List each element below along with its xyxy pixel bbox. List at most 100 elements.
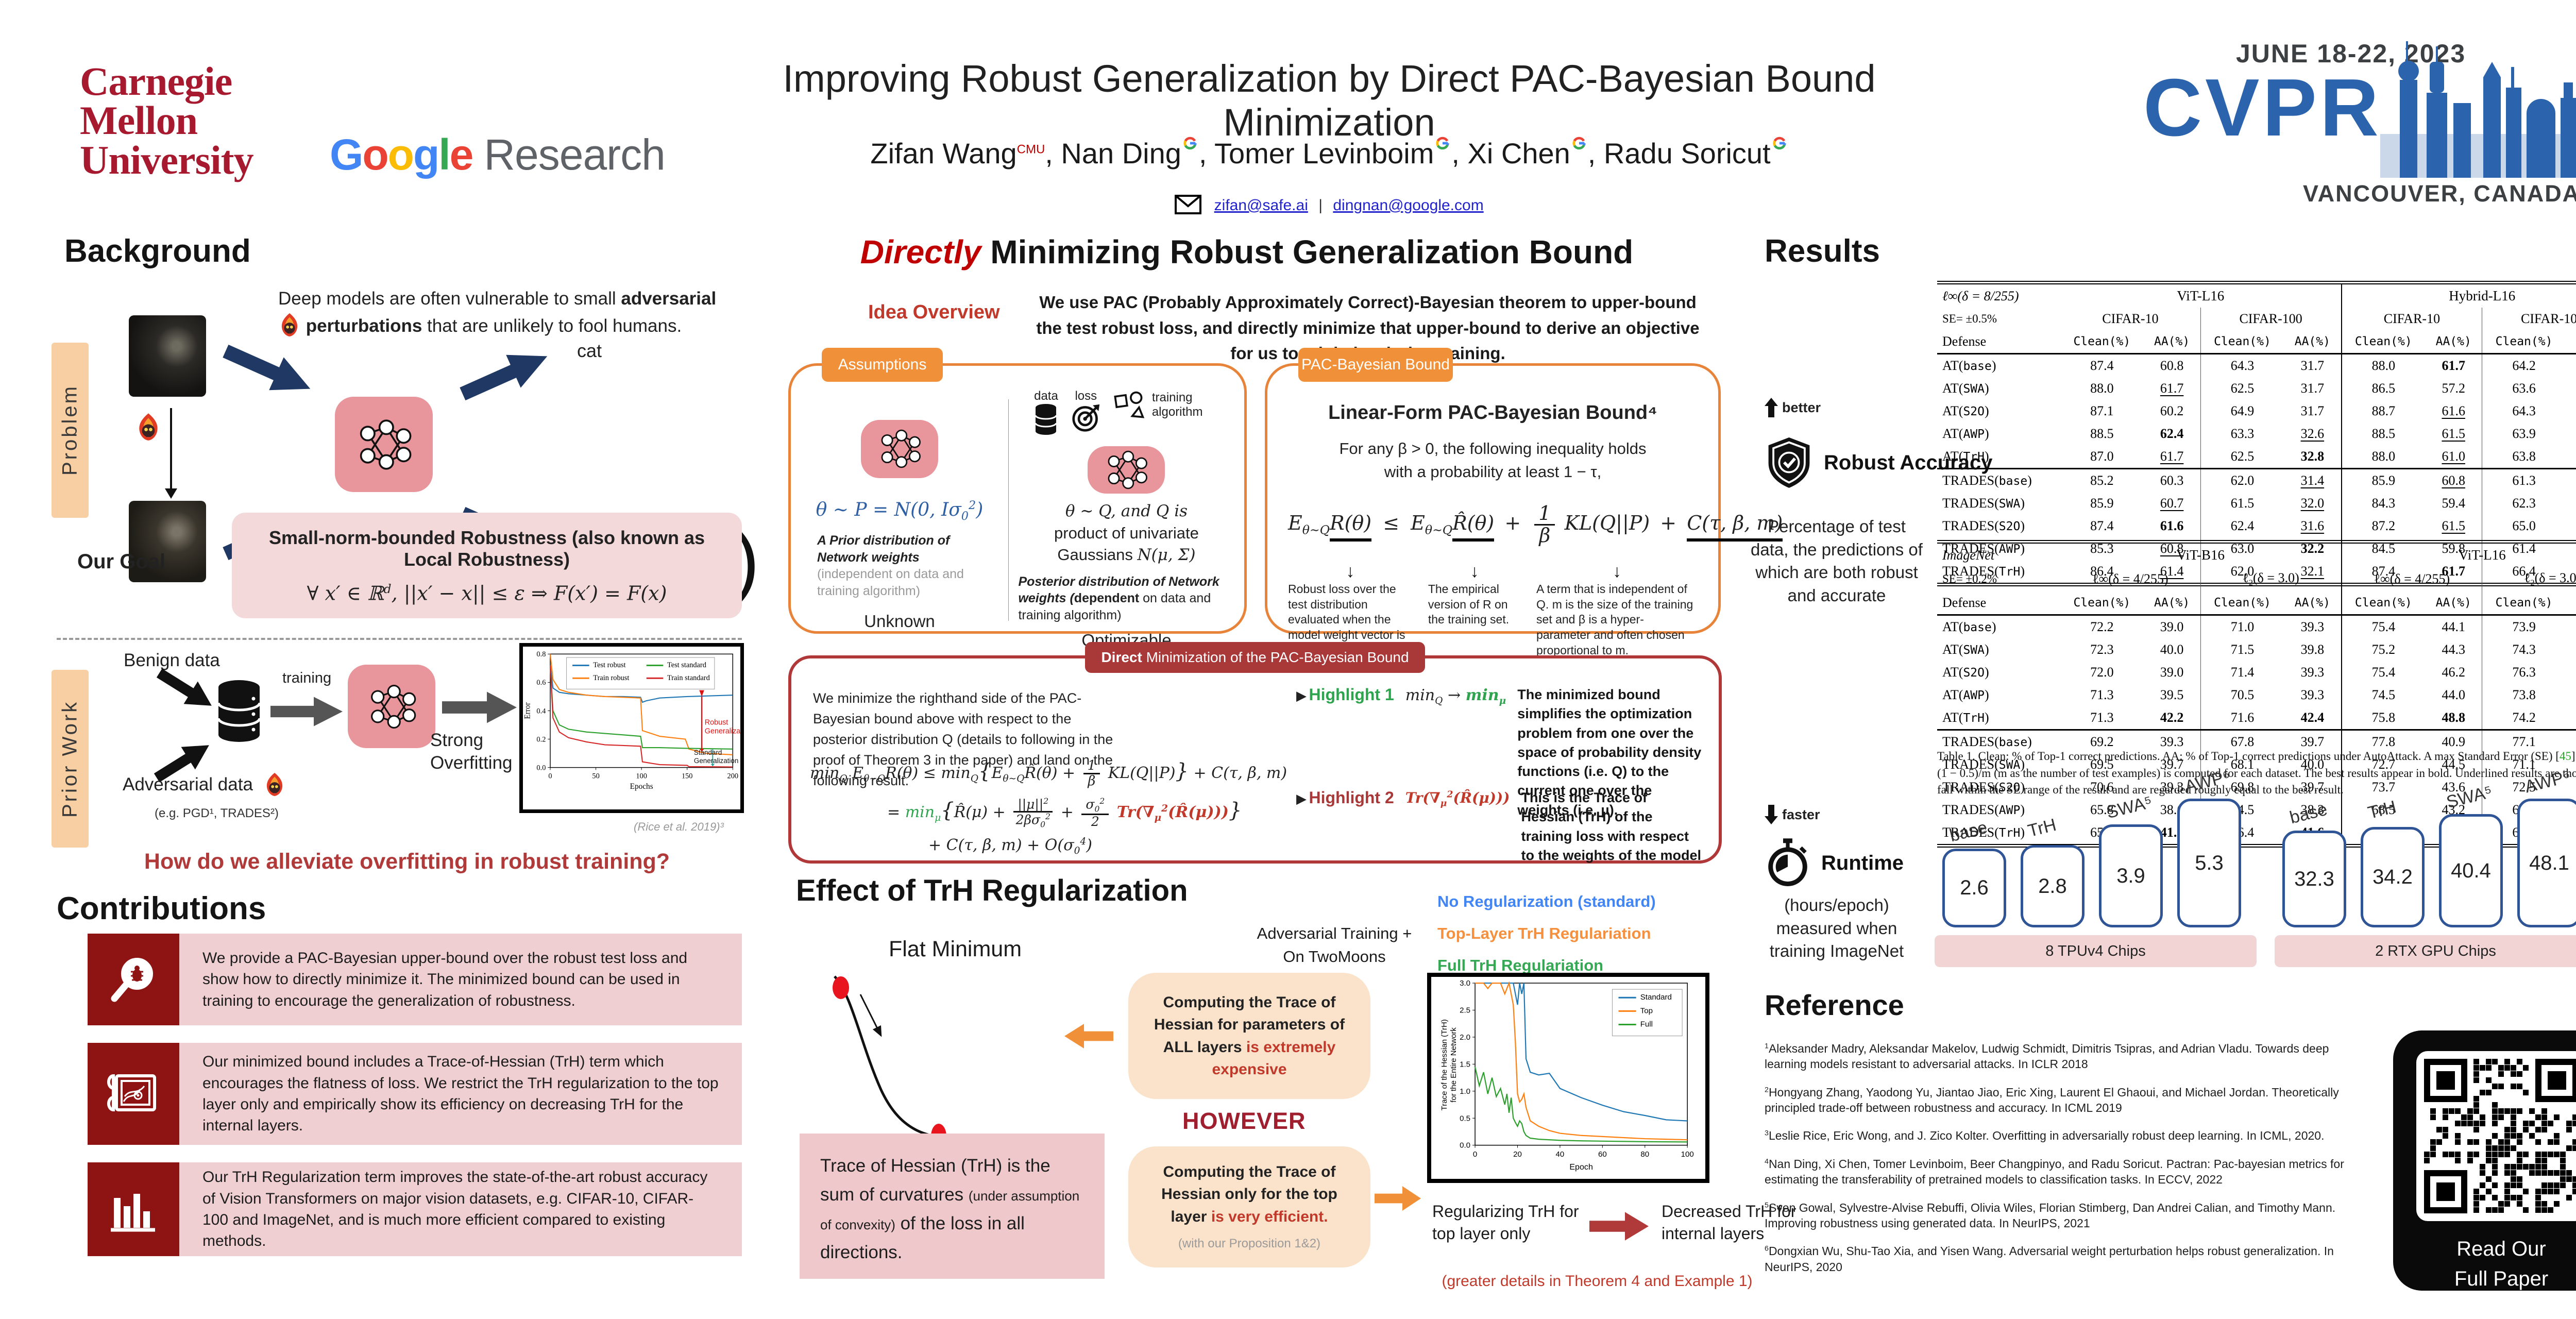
top-layer-box: Computing the Trace of Hessian only for … <box>1128 1146 1370 1267</box>
however-label: HOWEVER <box>1182 1108 1306 1134</box>
prior-methods-note: (e.g. PGD¹, TRADES²) <box>155 806 279 820</box>
email-separator: | <box>1318 197 1323 214</box>
qr-caption: Read Our Full Paper <box>2454 1238 2549 1290</box>
perturbed-cat-photo <box>129 501 206 582</box>
svg-text:0.4: 0.4 <box>536 707 546 715</box>
problem-tab: Problem <box>52 343 89 518</box>
flow-arrow <box>454 339 555 412</box>
svg-text:Train standard: Train standard <box>667 674 710 682</box>
direct-minimization-box: Direct Minimization of the PAC-Bayesian … <box>788 642 1722 864</box>
contributions-heading: Contributions <box>57 891 266 926</box>
table-row: AT(AWP)71.339.570.539.374.544.073.844.0 <box>1937 684 2576 707</box>
table-cell: 70.6 <box>2090 780 2114 795</box>
table-row: AT(TrH)71.342.271.642.475.848.874.247.0 <box>1937 706 2576 730</box>
right-arrow <box>1375 1186 1421 1211</box>
table-cell: 39.7 <box>2300 734 2325 750</box>
svg-text:60: 60 <box>1598 1150 1607 1159</box>
pac-annotation-3: ↓ A term that is independent of Q. m is t… <box>1536 561 1693 657</box>
table-cell: 72.0 <box>2090 665 2114 680</box>
pac-bound-box: PAC-Bayesian Bound Linear-Form PAC-Bayes… <box>1265 348 1783 657</box>
table-cell: 46.2 <box>2442 665 2465 680</box>
adversarial-training-label: Adversarial Training + On TwoMoons <box>1257 924 1412 966</box>
table-cell: 39.8 <box>2300 642 2325 657</box>
poster-title: Improving Robust Generalization by Direc… <box>783 57 1876 144</box>
perturb-arrow-head <box>165 488 177 499</box>
svg-text:Robust: Robust <box>705 718 728 726</box>
svg-text:Generalization Gap: Generalization Gap <box>705 728 740 736</box>
svg-text:Epoch: Epoch <box>1569 1162 1593 1172</box>
down-arrow-icon <box>1765 805 1778 824</box>
chip-label: 2 RTX GPU Chips <box>2275 935 2576 967</box>
svg-text:Trace of the Hessian (TrH): Trace of the Hessian (TrH) <box>1440 1019 1449 1110</box>
email-link-2[interactable]: dingnan@google.com <box>1333 197 1484 214</box>
runtime-bar: 32.3 <box>2282 831 2346 927</box>
better-indicator: better <box>1765 398 1821 417</box>
plot-citation: (Rice et al. 2019)³ <box>634 820 724 833</box>
table-cell: 71.1 <box>2482 753 2566 776</box>
highlight-1: ▶ Highlight 1 minQ → minμ The minimized … <box>1296 685 1702 818</box>
cvpr-logo: JUNE 18-22, 2023 CVPR VANCOUVER, CANADA <box>2133 31 2576 211</box>
posterior-formula: θ ∼ Q, and Q is product of univariate Ga… <box>1054 502 1199 564</box>
legend-entry: Full TrH Regulariation <box>1437 956 1604 974</box>
contribution-text: Our TrH Regularization term improves the… <box>179 1162 742 1256</box>
runtime-bar: 2.6 <box>1942 849 2006 927</box>
effect-heading: Effect of TrH Regularization <box>796 874 1188 907</box>
table-cell: 62.5 <box>2200 377 2284 400</box>
table-cell: 87.4 <box>2090 358 2114 373</box>
table-cell: 39.7 <box>2160 757 2184 772</box>
svg-text:Epochs: Epochs <box>630 782 653 791</box>
prior-status: Unknown <box>864 612 935 631</box>
author: Nan Ding <box>1061 137 1198 170</box>
bar-label: base <box>2287 799 2330 828</box>
qr-code <box>2416 1051 2576 1221</box>
table-cell: 64.2 <box>2482 353 2566 377</box>
table-cell: 75.2 <box>2341 638 2426 662</box>
svg-text:20: 20 <box>1513 1150 1522 1159</box>
table-cell: 39.5 <box>2160 687 2184 703</box>
table-cell: 32.6 <box>2300 426 2325 441</box>
table-cell: 31.7 <box>2300 358 2325 373</box>
table-cell: 88.7 <box>2341 400 2426 422</box>
svg-text:Test standard: Test standard <box>667 661 706 669</box>
runtime-bar: 48.1 <box>2517 799 2576 927</box>
table-cell: 63.0 <box>2200 537 2284 560</box>
table-cell: 71.5 <box>2200 638 2284 662</box>
results-heading: Results <box>1765 233 1880 269</box>
cat-label: cat <box>577 340 602 361</box>
table-cell: 87.1 <box>2090 403 2114 418</box>
cmu-logo: Carnegie Mellon University <box>80 61 368 180</box>
reference-item: 4Nan Ding, Xi Chen, Tomer Levinboim, Bee… <box>1765 1157 2344 1187</box>
table-cell: 69.8 <box>2200 776 2284 799</box>
author: Zifan WangCMU <box>870 137 1045 170</box>
blueprint-icon <box>88 1043 179 1145</box>
magnifier-bug-icon <box>88 934 179 1025</box>
svg-text:Train robust: Train robust <box>593 674 629 682</box>
table-cell: 88.0 <box>2341 445 2426 469</box>
table-cell: 62.4 <box>2200 515 2284 537</box>
svg-text:1.0: 1.0 <box>1460 1087 1470 1096</box>
svg-text:Generalization Gap: Generalization Gap <box>694 757 740 765</box>
table-row: TRADES(S2O)87.461.662.431.687.261.565.03… <box>1937 515 2576 537</box>
svg-text:100: 100 <box>636 772 647 781</box>
table-cell: 88.5 <box>2341 422 2426 445</box>
training-algorithm-icon: training algorithm <box>1114 389 1219 421</box>
table-cell: 40.0 <box>2160 642 2184 657</box>
table-cell: 75.4 <box>2341 661 2426 684</box>
table-cell: 71.4 <box>2200 661 2284 684</box>
table-cell: 61.5 <box>2442 518 2465 533</box>
table-row: AT(TrH)87.061.762.532.888.061.063.832.4 <box>1937 445 2576 469</box>
table-cell: 43.6 <box>2442 780 2465 795</box>
table-cell: 77.8 <box>2341 730 2426 754</box>
legend-entry: Top-Layer TrH Regulariation <box>1437 924 1651 942</box>
contribution-item: Our minimized bound includes a Trace-of-… <box>88 1043 742 1145</box>
email-link-1[interactable]: zifan@safe.ai <box>1214 197 1308 214</box>
table-cell: 72.7 <box>2341 753 2426 776</box>
implies-arrow <box>1589 1212 1649 1241</box>
table-cell: 61.7 <box>2160 381 2184 396</box>
table-cell: 61.6 <box>2442 403 2465 418</box>
details-note: (greater details in Theorem 4 and Exampl… <box>1442 1273 1753 1290</box>
google-g-icon <box>1434 126 1451 160</box>
overfitting-arrow <box>442 691 517 723</box>
table-cell: 86.4 <box>2090 564 2114 579</box>
